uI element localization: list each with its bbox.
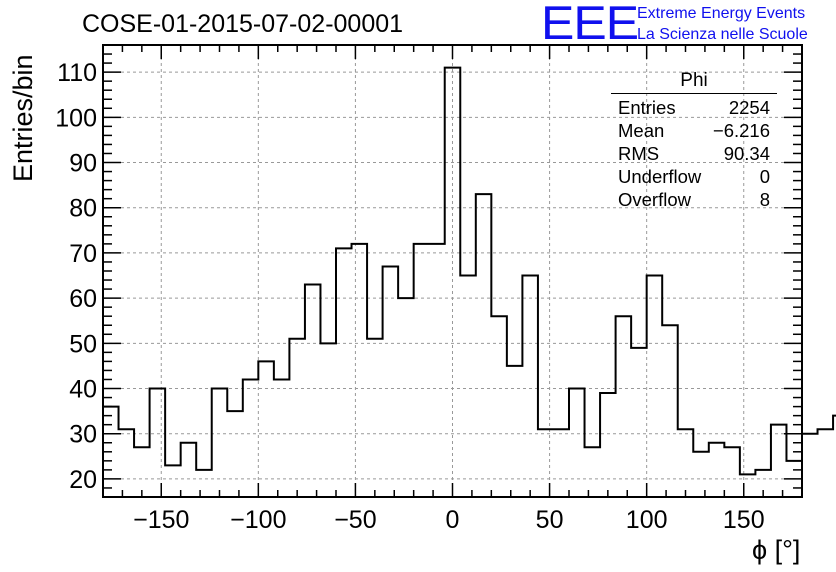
- x-axis-label: ϕ [°]: [752, 535, 801, 565]
- histogram-bin: [398, 298, 414, 497]
- histogram-bin: [243, 379, 259, 497]
- y-tick-label: 30: [69, 421, 97, 449]
- y-tick-label: 40: [69, 376, 97, 404]
- histogram-bin: [507, 366, 523, 497]
- stats-row-rms: RMS 90.34: [611, 142, 777, 165]
- x-tick-label: 100: [626, 506, 668, 534]
- histogram-bin: [740, 474, 756, 497]
- histogram-bin: [289, 339, 305, 497]
- histogram-bin: [274, 379, 290, 497]
- stats-box: Phi Entries 2254 Mean −6.216 RMS 90.34 U…: [611, 70, 777, 211]
- stats-value: 0: [759, 166, 770, 187]
- histogram-bin: [693, 452, 709, 497]
- histogram-bin: [196, 470, 212, 497]
- histogram-bin: [320, 343, 336, 497]
- histogram-bin: [445, 68, 461, 497]
- stats-row-underflow: Underflow 0: [611, 165, 777, 188]
- y-tick-label: 90: [69, 150, 97, 178]
- y-tick-label: 60: [69, 285, 97, 313]
- histogram-bin: [818, 429, 834, 497]
- logo-subtitle-1: Extreme Energy Events: [637, 5, 806, 22]
- eee-logo: EEE: [541, 0, 639, 50]
- histogram-bin: [553, 429, 569, 497]
- histogram-bin: [678, 429, 694, 497]
- histogram-bin: [367, 339, 383, 497]
- y-tick-label: 110: [57, 59, 97, 87]
- histogram-bin: [569, 389, 585, 497]
- histogram-bin: [616, 316, 632, 497]
- stats-label: Overflow: [618, 189, 691, 210]
- histogram-bin: [631, 348, 647, 497]
- stats-label: RMS: [618, 143, 660, 164]
- histogram-bin: [305, 285, 321, 497]
- histogram-bin: [181, 443, 197, 497]
- histogram-bin: [491, 316, 507, 497]
- histogram-bin: [429, 244, 445, 497]
- x-tick-label: −150: [133, 506, 189, 534]
- x-tick-label: 0: [446, 506, 460, 534]
- histogram-bin: [227, 411, 243, 497]
- histogram-bin: [538, 429, 554, 497]
- stats-label: Entries: [618, 97, 676, 118]
- histogram-bin: [119, 429, 135, 497]
- x-tick-label: −100: [230, 506, 286, 534]
- histogram-bin: [724, 447, 740, 497]
- stats-value: 2254: [728, 97, 770, 118]
- stats-row-overflow: Overflow 8: [611, 188, 777, 211]
- histogram-bin: [647, 276, 663, 497]
- histogram-bin: [258, 361, 274, 497]
- y-tick-label: 70: [69, 240, 97, 268]
- chart-title: COSE-01-2015-07-02-00001: [82, 10, 404, 38]
- histogram-bin: [165, 465, 181, 497]
- x-tick-label: −50: [334, 506, 376, 534]
- histogram-series: [103, 66, 836, 476]
- x-tick-label: 50: [536, 506, 564, 534]
- stats-name: Phi: [611, 70, 777, 94]
- stats-row-mean: Mean −6.216: [611, 119, 777, 142]
- logo-subtitle-2: La Scienza nelle Scuole: [637, 26, 808, 43]
- histogram-bin: [134, 447, 150, 497]
- stats-label: Underflow: [618, 166, 702, 187]
- histogram-bin: [460, 276, 476, 497]
- histogram-bin: [414, 244, 430, 497]
- y-tick-label: 20: [69, 466, 97, 494]
- histogram-bin: [476, 194, 492, 497]
- y-tick-label: 50: [69, 330, 97, 358]
- histogram-bin: [383, 266, 399, 497]
- stats-label: Mean: [618, 120, 665, 141]
- histogram-bin: [600, 393, 616, 497]
- stats-value: −6.216: [712, 120, 770, 141]
- histogram-bin: [662, 325, 678, 497]
- histogram-bin: [585, 447, 601, 497]
- histogram-bin: [522, 276, 538, 497]
- y-tick-label: 100: [55, 104, 97, 132]
- histogram-bin: [709, 443, 725, 497]
- histogram-bin: [212, 389, 228, 497]
- x-tick-label: 150: [723, 506, 765, 534]
- histogram-bin: [352, 244, 368, 497]
- histogram-bin: [150, 389, 166, 497]
- histogram-bin: [802, 434, 818, 497]
- stats-row-entries: Entries 2254: [611, 96, 777, 119]
- y-axis-label: Entries/bin: [8, 54, 38, 182]
- stats-value: 8: [759, 189, 770, 210]
- histogram-bin: [771, 425, 787, 497]
- histogram-bin: [336, 248, 352, 497]
- stats-value: 90.34: [723, 143, 770, 164]
- y-tick-label: 80: [69, 195, 97, 223]
